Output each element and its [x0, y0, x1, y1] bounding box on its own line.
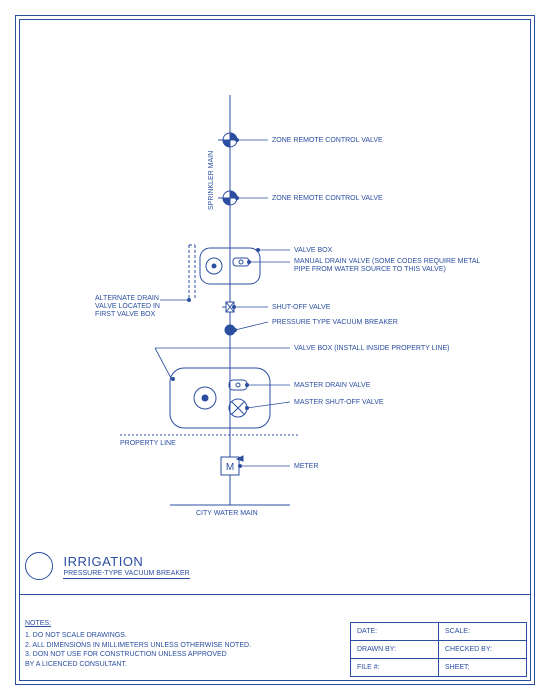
cell-scale: SCALE:	[439, 623, 527, 641]
cell-date: DATE:	[351, 623, 439, 641]
cell-file: FILE #:	[351, 659, 439, 677]
notes-divider	[20, 594, 530, 595]
shutoff-label: SHUT-OFF VALVE	[272, 304, 330, 312]
lower-valve-box	[170, 368, 270, 428]
titleblock-info-table: DATE: SCALE: DRAWN BY: CHECKED BY: FILE …	[350, 622, 527, 677]
manual-drain-label: MANUAL DRAIN VALVE (SOME CODES REQUIRE M…	[294, 258, 494, 274]
sprinkler-main-label: SPRINKLER MAIN	[208, 151, 215, 210]
meter-label: METER	[294, 463, 319, 471]
cell-drawn: DRAWN BY:	[351, 641, 439, 659]
zone-valve-label-2: ZONE REMOTE CONTROL VALVE	[272, 195, 383, 203]
valve-box-label: VALVE BOX	[294, 247, 332, 255]
note-2: 2. ALL DIMENSIONS IN MILLIMETERS UNLESS …	[25, 641, 251, 651]
drawing-title: IRRIGATION	[63, 554, 189, 569]
title-block: IRRIGATION PRESSURE-TYPE VACUUM BREAKER	[25, 552, 190, 580]
note-1: 1. DO NOT SCALE DRAWINGS.	[25, 631, 251, 641]
master-shutoff-label: MASTER SHUT-OFF VALVE	[294, 399, 384, 407]
zone-valve-symbol-1	[218, 133, 237, 147]
upper-box-drain	[233, 258, 249, 266]
city-main-label: CITY WATER MAIN	[196, 510, 258, 518]
notes-header: NOTES:	[25, 619, 251, 629]
cell-checked: CHECKED BY:	[439, 641, 527, 659]
zone-valve-symbol-2	[218, 191, 237, 205]
title-circle-icon	[25, 552, 53, 580]
zone-valve-label-1: ZONE REMOTE CONTROL VALVE	[272, 137, 383, 145]
pvb-label: PRESSURE TYPE VACUUM BREAKER	[272, 319, 398, 327]
alt-drain-label: ALTERNATE DRAIN VALVE LOCATED IN FIRST V…	[95, 295, 175, 319]
drawing-subtitle: PRESSURE-TYPE VACUUM BREAKER	[63, 570, 189, 577]
notes-block: NOTES: 1. DO NOT SCALE DRAWINGS. 2. ALL …	[25, 619, 251, 670]
note-3b: BY A LICENCED CONSULTANT.	[25, 660, 251, 670]
piping-diagram: M	[0, 0, 550, 700]
cell-sheet: SHEET:	[439, 659, 527, 677]
property-line-label: PROPERTY LINE	[120, 440, 176, 448]
master-drain-label: MASTER DRAIN VALVE	[294, 382, 370, 390]
note-3a: 3. DON NOT USE FOR CONSTRUCTION UNLESS A…	[25, 650, 251, 660]
valve-box-prop-label: VALVE BOX (INSTALL INSIDE PROPERTY LINE)	[294, 345, 449, 353]
meter-m: M	[226, 462, 234, 473]
master-drain-symbol	[229, 380, 247, 390]
